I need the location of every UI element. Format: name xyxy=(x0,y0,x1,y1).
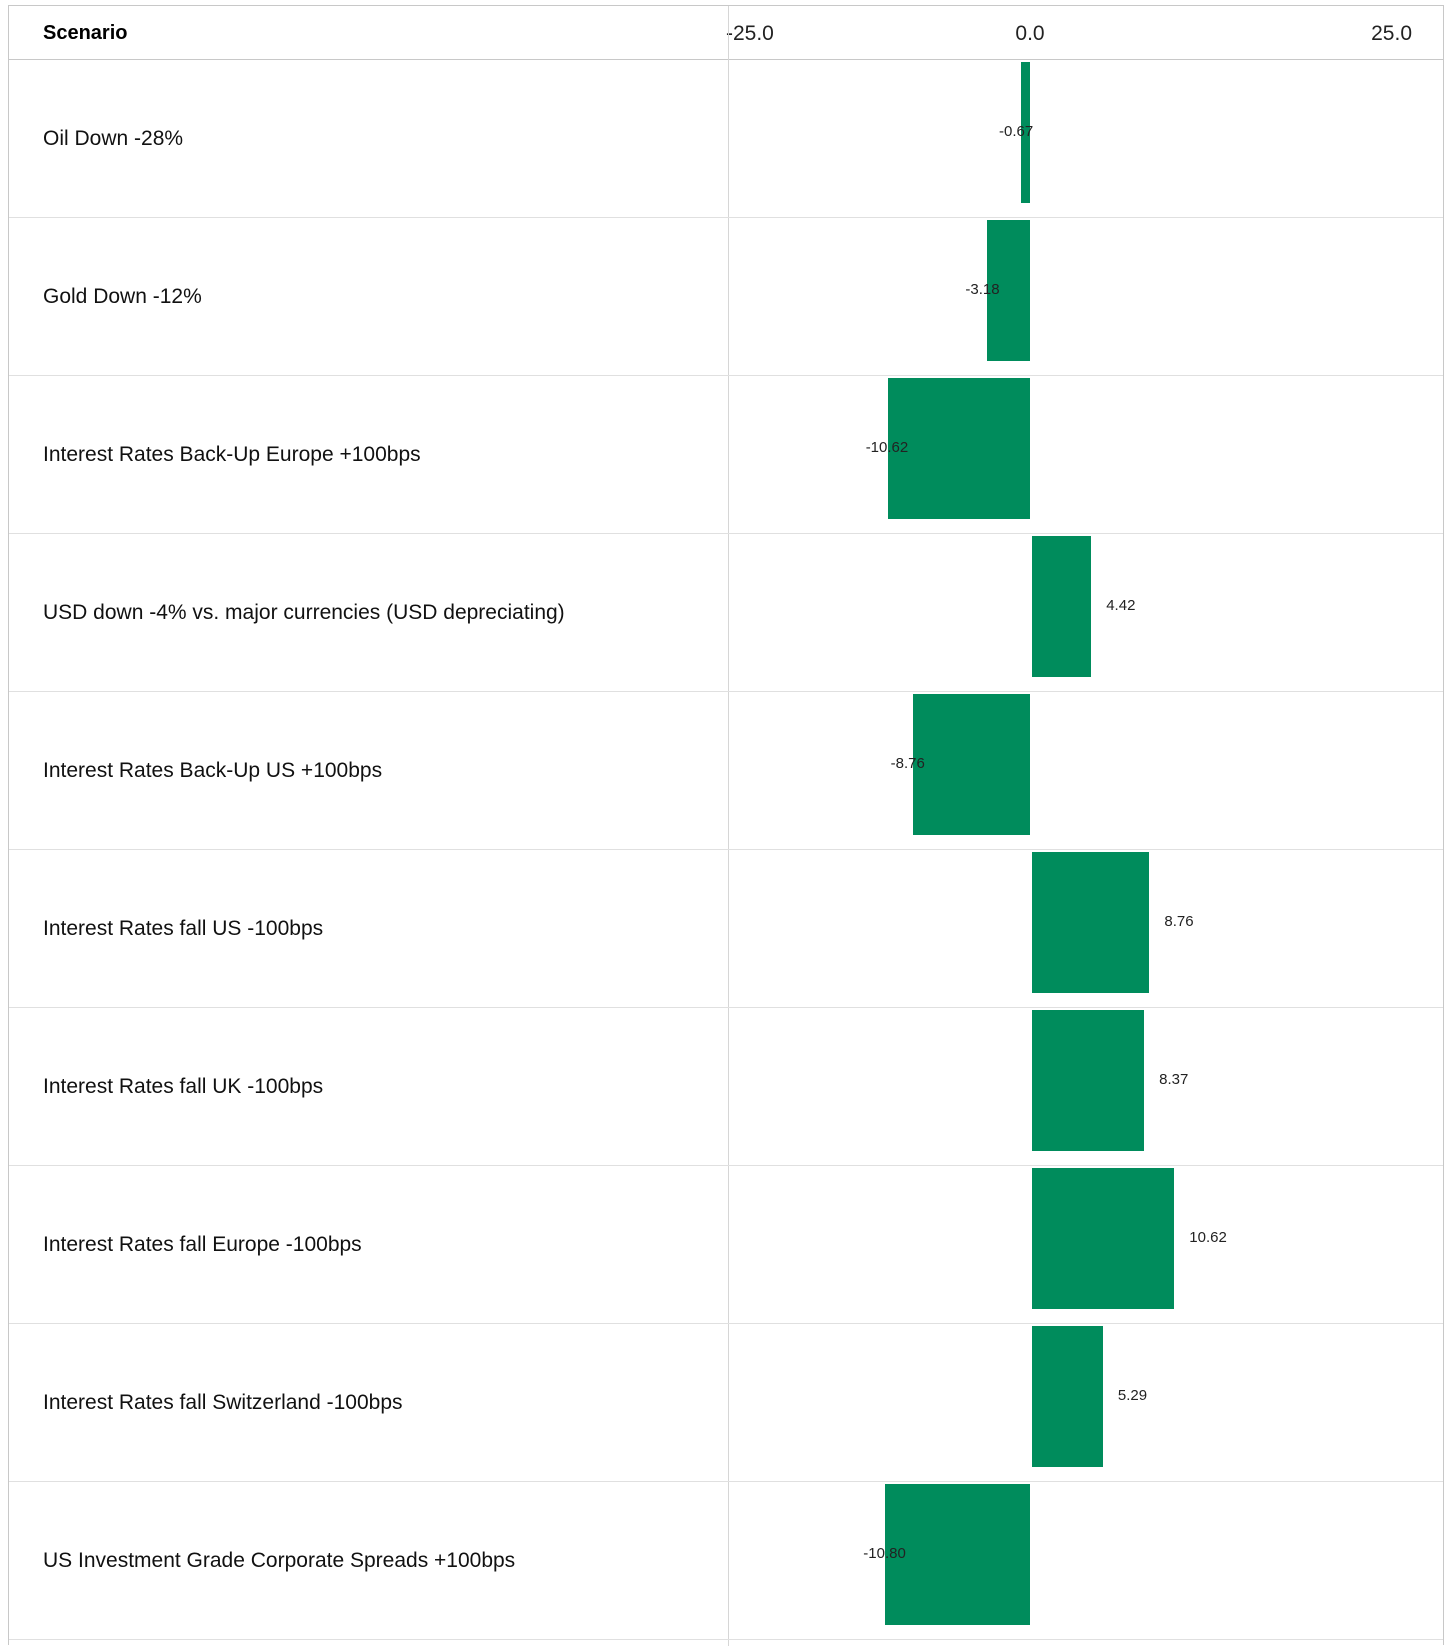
scenario-label: USD down -4% vs. major currencies (USD d… xyxy=(43,601,565,624)
data-label: -8.76 xyxy=(890,754,925,772)
data-label: -0.67 xyxy=(999,122,1034,140)
x-tick-label: 0.0 xyxy=(1015,22,1045,45)
x-tick-label: 25.0 xyxy=(1371,22,1412,45)
data-label: -3.18 xyxy=(965,280,1000,298)
scenario-label: Interest Rates Back-Up Europe +100bps xyxy=(43,443,421,466)
table-row: USD down -4% vs. major currencies (USD d… xyxy=(9,534,1443,692)
header-row: Scenario -25.0 0.0 25.0 xyxy=(9,6,1443,60)
scenario-chart: Scenario -25.0 0.0 25.0 Oil Down -28% -0.67… xyxy=(8,5,1444,1646)
bar xyxy=(912,694,1030,835)
bar xyxy=(1032,1010,1145,1151)
scenario-column-header: Scenario xyxy=(43,22,128,44)
data-label: 4.42 xyxy=(1106,596,1136,614)
data-label: -10.62 xyxy=(865,438,909,456)
table-row: Interest Rates Back-Up Europe +100bps -10… xyxy=(9,376,1443,534)
scenario-label: Interest Rates fall Europe -100bps xyxy=(43,1233,362,1256)
table-row: Interest Rates fall Europe -100bps 10.62 xyxy=(9,1166,1443,1324)
scenario-label: Oil Down -28% xyxy=(43,127,184,150)
scenario-label: Interest Rates fall Switzerland -100bps xyxy=(43,1391,403,1414)
data-label: -10.80 xyxy=(863,1544,906,1562)
table-row: Oil Down -28% -0.67 xyxy=(9,60,1443,218)
bar xyxy=(887,378,1030,519)
table-row: Gold Down -12% -3.18 xyxy=(9,218,1443,376)
scenario-label: Interest Rates fall US -100bps xyxy=(43,917,324,940)
bar xyxy=(1021,62,1030,203)
data-label: 10.62 xyxy=(1189,1228,1227,1246)
table-row: Interest Rates Back-Up US +100bps -8.76 xyxy=(9,692,1443,850)
x-tick-label: -25.0 xyxy=(726,22,774,45)
bar xyxy=(1032,1168,1175,1309)
data-label: 5.29 xyxy=(1117,1386,1148,1404)
bar xyxy=(1032,536,1092,677)
scenario-label: Gold Down -12% xyxy=(43,285,202,308)
column-divider xyxy=(728,6,729,1646)
scenario-label: Interest Rates Back-Up US +100bps xyxy=(43,759,383,782)
scenario-label: US Investment Grade Corporate Spreads +1… xyxy=(43,1549,516,1572)
table-row: Interest Rates fall US -100bps 8.76 xyxy=(9,850,1443,1008)
table-row: Interest Rates fall UK -100bps 8.37 xyxy=(9,1008,1443,1166)
bar xyxy=(1032,852,1150,993)
table-row: US Investment Grade Corporate Spreads +1… xyxy=(9,1482,1443,1640)
bar xyxy=(885,1484,1030,1625)
data-label: 8.76 xyxy=(1164,912,1194,930)
scenario-label: Interest Rates fall UK -100bps xyxy=(43,1075,324,1098)
bar xyxy=(1032,1326,1103,1467)
data-label: 8.37 xyxy=(1159,1070,1189,1088)
table-row: Interest Rates fall Switzerland -100bps 5… xyxy=(9,1324,1443,1482)
bar xyxy=(987,220,1030,361)
